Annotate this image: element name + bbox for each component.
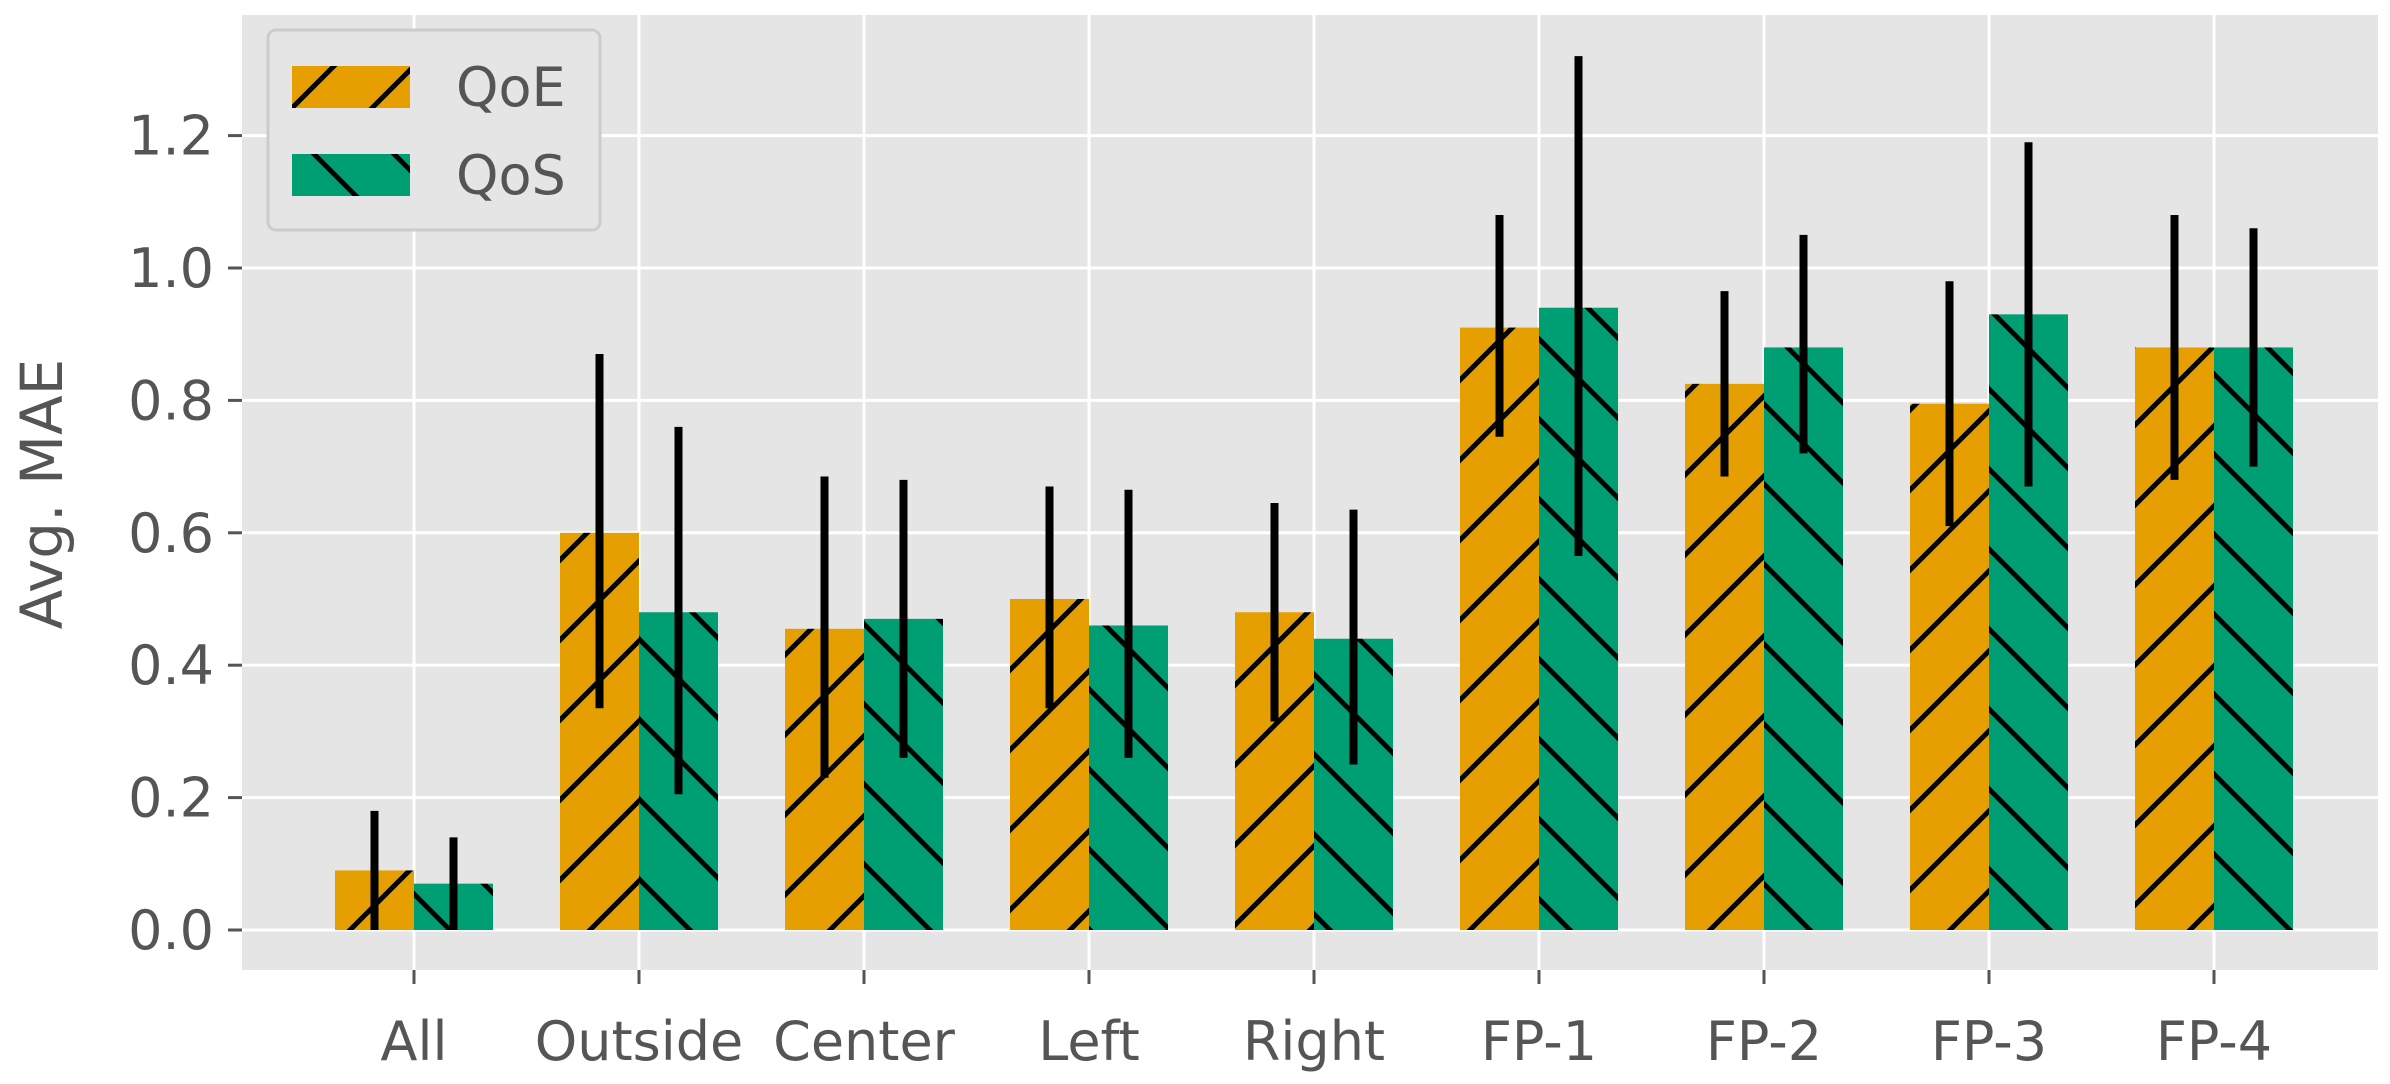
y-tick-label: 1.0 bbox=[128, 237, 214, 300]
x-tick-label: FP-3 bbox=[1931, 1010, 2047, 1073]
x-tick-label: All bbox=[381, 1010, 448, 1073]
legend-swatch-qos bbox=[292, 154, 410, 196]
y-tick-label: 0.0 bbox=[128, 899, 214, 962]
y-tick-label: 1.2 bbox=[128, 105, 214, 168]
legend-swatch-qoe bbox=[292, 66, 410, 108]
x-tick-label: Left bbox=[1038, 1010, 1140, 1073]
y-tick-label: 0.6 bbox=[128, 502, 214, 565]
legend: QoE QoS bbox=[266, 28, 602, 232]
x-tick-label: FP-1 bbox=[1481, 1010, 1597, 1073]
y-tick-label: 0.4 bbox=[128, 634, 214, 697]
legend-label-qos: QoS bbox=[456, 144, 566, 207]
x-axis: All Outside Center Left Right FP-1 FP-2 FP-3 FP-… bbox=[381, 970, 2272, 1073]
x-tick-label: Outside bbox=[535, 1010, 744, 1073]
x-tick-label: FP-2 bbox=[1706, 1010, 1822, 1073]
y-tick-label: 0.8 bbox=[128, 369, 214, 432]
y-tick-label: 0.2 bbox=[128, 767, 214, 830]
x-tick-label: Center bbox=[773, 1010, 956, 1073]
legend-label-qoe: QoE bbox=[456, 56, 566, 119]
error-bars-layer bbox=[370, 56, 2258, 930]
x-tick-label: Right bbox=[1243, 1010, 1385, 1073]
y-axis-label: Avg. MAE bbox=[8, 359, 76, 630]
y-axis: 0.0 0.2 0.4 0.6 0.8 1.0 1.2 bbox=[128, 105, 242, 962]
x-tick-label: FP-4 bbox=[2156, 1010, 2272, 1073]
